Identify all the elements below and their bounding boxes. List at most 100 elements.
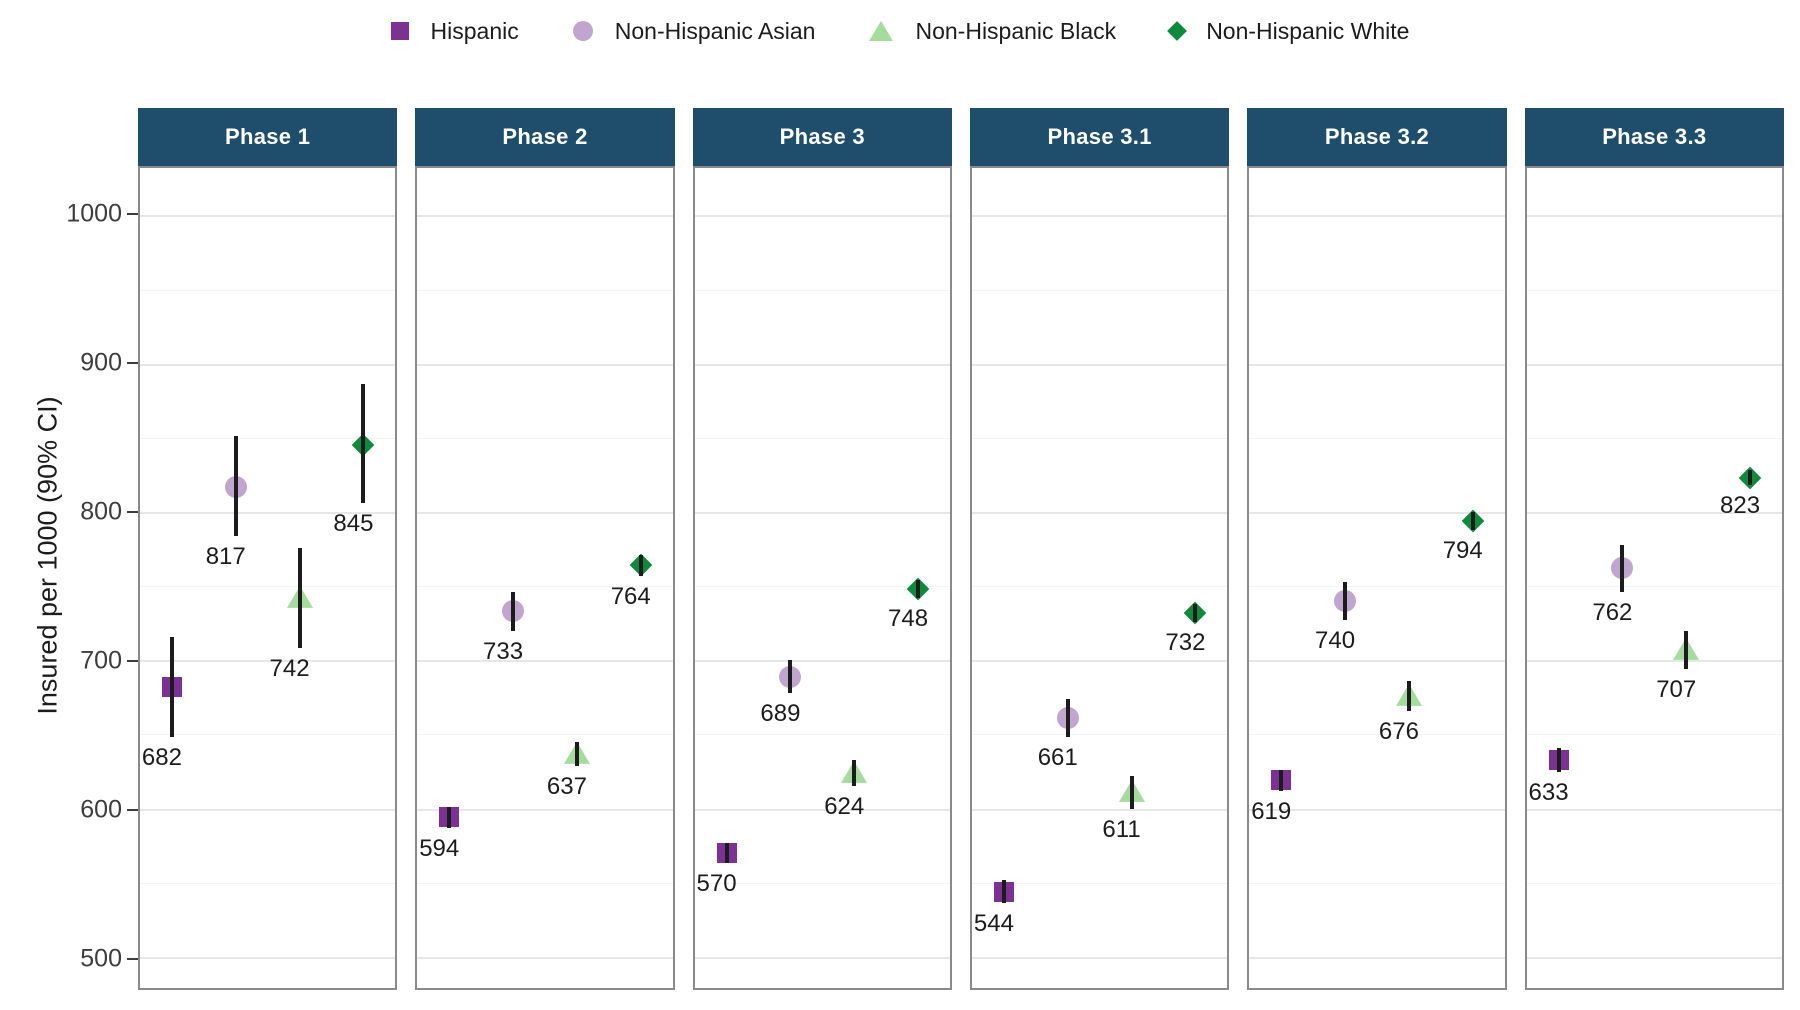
confidence-interval-bar bbox=[233, 436, 238, 536]
minor-gridline bbox=[694, 437, 950, 439]
triangle-legend-icon bbox=[869, 21, 894, 41]
minor-gridline bbox=[1249, 734, 1505, 736]
major-gridline bbox=[417, 808, 673, 811]
confidence-interval-bar bbox=[574, 741, 579, 766]
legend-item: Non-Hispanic Black bbox=[869, 18, 1116, 45]
confidence-interval-bar bbox=[1620, 544, 1625, 593]
facet-header: Phase 3 bbox=[692, 108, 952, 166]
point-value-label: 544 bbox=[973, 910, 1014, 938]
major-gridline bbox=[140, 808, 396, 811]
point-value-label: 633 bbox=[1528, 778, 1569, 806]
minor-gridline bbox=[140, 882, 396, 884]
major-gridline bbox=[971, 215, 1228, 218]
square-legend-icon bbox=[390, 22, 409, 40]
major-gridline bbox=[694, 660, 950, 663]
minor-gridline bbox=[417, 289, 673, 291]
minor-gridline bbox=[1249, 289, 1505, 291]
point-value-label: 594 bbox=[419, 834, 460, 862]
point-value-label: 762 bbox=[1592, 599, 1633, 627]
point-value-label: 748 bbox=[888, 605, 929, 633]
y-axis-title: Insured per 1000 (90% CI) bbox=[32, 396, 63, 715]
major-gridline bbox=[1526, 956, 1782, 959]
confidence-interval-bar bbox=[1684, 630, 1689, 670]
major-gridline bbox=[140, 956, 396, 959]
minor-gridline bbox=[694, 734, 950, 736]
major-gridline bbox=[1526, 512, 1782, 514]
major-gridline bbox=[971, 363, 1228, 366]
minor-gridline bbox=[971, 437, 1228, 439]
point-value-label: 817 bbox=[205, 542, 246, 570]
facet-column: Phase 3 570 689 624 748 bbox=[692, 108, 952, 990]
y-tick-mark bbox=[127, 808, 138, 811]
minor-gridline bbox=[1526, 437, 1782, 439]
y-tick-mark bbox=[127, 957, 138, 960]
major-gridline bbox=[1526, 363, 1782, 366]
facet-header: Phase 3.2 bbox=[1247, 108, 1507, 166]
major-gridline bbox=[694, 512, 950, 514]
major-gridline bbox=[694, 808, 950, 811]
minor-gridline bbox=[1526, 586, 1782, 588]
facet-panel: 619 740 676 794 bbox=[1247, 166, 1507, 990]
point-value-label: 733 bbox=[483, 637, 524, 665]
point-value-label: 570 bbox=[696, 870, 737, 898]
confidence-interval-bar bbox=[1129, 775, 1134, 809]
y-tick-label: 600 bbox=[80, 795, 122, 824]
confidence-interval-bar bbox=[1343, 581, 1348, 621]
facet-header: Phase 3.3 bbox=[1524, 108, 1784, 166]
minor-gridline bbox=[1526, 882, 1782, 884]
major-gridline bbox=[1249, 956, 1505, 959]
facet-panel: 633 762 707 823 bbox=[1524, 166, 1784, 990]
facet-column: Phase 2 594 733 637 764 bbox=[415, 108, 675, 990]
minor-gridline bbox=[417, 734, 673, 736]
confidence-interval-bar bbox=[1406, 681, 1411, 711]
major-gridline bbox=[1526, 808, 1782, 811]
minor-gridline bbox=[971, 289, 1228, 291]
major-gridline bbox=[140, 363, 396, 366]
confidence-interval-bar bbox=[297, 547, 302, 649]
major-gridline bbox=[1526, 660, 1782, 663]
major-gridline bbox=[694, 363, 950, 366]
y-tick-label: 700 bbox=[80, 646, 122, 675]
legend: Hispanic Non-Hispanic Asian Non-Hispanic B… bbox=[0, 8, 1800, 54]
confidence-interval-bar bbox=[1001, 879, 1006, 904]
minor-gridline bbox=[1526, 734, 1782, 736]
confidence-interval-bar bbox=[1193, 603, 1198, 622]
minor-gridline bbox=[140, 734, 396, 736]
minor-gridline bbox=[417, 437, 673, 439]
y-tick-label: 1000 bbox=[66, 199, 122, 228]
legend-label: Hispanic bbox=[430, 17, 519, 44]
facet-header: Phase 3.1 bbox=[969, 108, 1230, 166]
confidence-interval-bar bbox=[169, 636, 174, 738]
confidence-interval-bar bbox=[1065, 698, 1070, 738]
major-gridline bbox=[417, 660, 673, 663]
minor-gridline bbox=[417, 882, 673, 884]
legend-item: Non-Hispanic White bbox=[1167, 17, 1410, 45]
minor-gridline bbox=[140, 437, 396, 439]
major-gridline bbox=[971, 660, 1228, 663]
major-gridline bbox=[417, 956, 673, 959]
point-value-label: 619 bbox=[1251, 797, 1292, 825]
confidence-interval-bar bbox=[724, 842, 729, 864]
legend-label: Non-Hispanic White bbox=[1206, 17, 1410, 44]
y-tick-mark bbox=[127, 510, 138, 513]
facet-header: Phase 2 bbox=[415, 108, 675, 166]
minor-gridline bbox=[971, 882, 1228, 884]
point-value-label: 742 bbox=[269, 655, 310, 683]
major-gridline bbox=[971, 956, 1228, 959]
major-gridline bbox=[1249, 363, 1505, 366]
major-gridline bbox=[971, 808, 1228, 811]
confidence-interval-bar bbox=[361, 384, 366, 504]
legend-label: Non-Hispanic Black bbox=[915, 17, 1117, 44]
confidence-interval-bar bbox=[511, 592, 516, 631]
point-value-label: 740 bbox=[1315, 627, 1356, 655]
facet-panel: 682 817 742 845 bbox=[138, 166, 398, 990]
confidence-interval-bar bbox=[1470, 512, 1475, 530]
y-tick-mark bbox=[127, 361, 138, 364]
minor-gridline bbox=[694, 289, 950, 291]
major-gridline bbox=[417, 512, 673, 514]
minor-gridline bbox=[1526, 289, 1782, 291]
major-gridline bbox=[140, 512, 396, 514]
facet-column: Phase 1 682 817 742 845 bbox=[138, 108, 398, 990]
major-gridline bbox=[417, 363, 673, 366]
point-value-label: 611 bbox=[1102, 815, 1141, 843]
